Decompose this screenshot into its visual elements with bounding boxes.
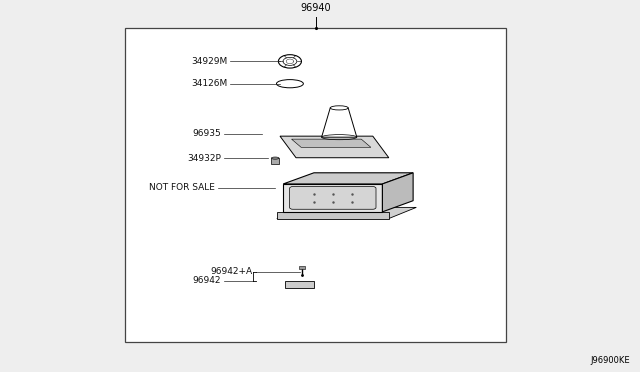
Text: 96940: 96940 [300,3,331,13]
Polygon shape [322,108,357,137]
Text: 34932P: 34932P [187,154,221,163]
Bar [125,28,506,342]
Polygon shape [277,212,389,219]
Polygon shape [292,139,371,147]
Text: J96900KE: J96900KE [591,356,630,365]
Text: 34126M: 34126M [191,79,227,88]
Text: 96935: 96935 [192,129,221,138]
Ellipse shape [271,157,279,159]
Text: 96942+A: 96942+A [211,267,253,276]
Text: 96942: 96942 [192,276,221,285]
Bar [271,158,279,164]
Circle shape [278,55,301,68]
Polygon shape [280,136,389,158]
Polygon shape [283,184,383,212]
FancyBboxPatch shape [290,187,376,209]
Polygon shape [283,173,413,184]
Text: 34929M: 34929M [191,57,227,66]
Bar [299,266,305,269]
Polygon shape [277,208,417,219]
Text: NOT FOR SALE: NOT FOR SALE [148,183,214,192]
Ellipse shape [330,106,348,110]
Bar [285,281,314,288]
Polygon shape [383,173,413,212]
